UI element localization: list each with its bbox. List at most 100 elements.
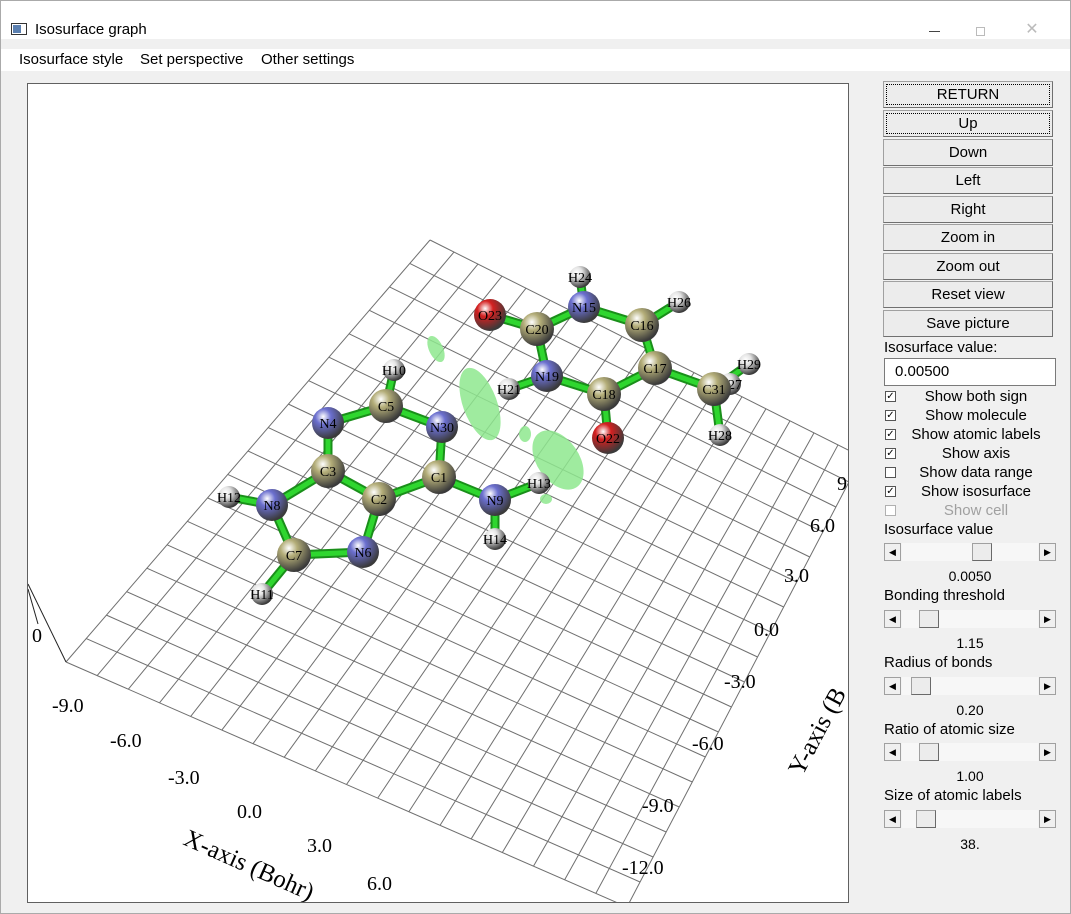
atom-sphere [311, 454, 345, 488]
slider-track[interactable] [902, 543, 1038, 561]
checkbox-show-cell: Show cell [884, 502, 1056, 521]
arrow-right-icon[interactable]: ▶ [1039, 610, 1056, 628]
reset-view-button[interactable]: Reset view [883, 281, 1053, 308]
atom-c31: C31 [697, 372, 731, 406]
minimize-button[interactable] [911, 15, 957, 45]
atom-c1: C1 [422, 460, 456, 494]
grid-line [369, 309, 824, 533]
arrow-right-icon[interactable]: ▶ [1039, 677, 1056, 695]
atom-h10: H10 [382, 359, 406, 381]
slider-track[interactable] [902, 677, 1038, 695]
arrow-left-icon[interactable]: ◀ [884, 677, 901, 695]
grid-line [629, 482, 848, 902]
atom-label: H24 [568, 271, 592, 286]
arrow-left-icon[interactable]: ◀ [884, 810, 901, 828]
atom-c2: C2 [362, 482, 396, 516]
atom-sphere [347, 536, 379, 568]
checkbox-show-isosurface[interactable]: ✓ Show isosurface [884, 483, 1056, 502]
checkbox-label: Show isosurface [920, 483, 1032, 500]
checkbox-box: ✓ [885, 391, 896, 402]
atom-label: C20 [525, 323, 548, 338]
save-picture-button[interactable]: Save picture [883, 310, 1053, 337]
zoom-out-button[interactable]: Zoom out [883, 253, 1053, 280]
atom-sphere [697, 372, 731, 406]
slider-thumb[interactable] [919, 743, 940, 761]
checkbox-box: ✓ [885, 429, 896, 440]
atom-sphere [362, 482, 396, 516]
arrow-left-icon[interactable]: ◀ [884, 610, 901, 628]
atom-c7: C7 [277, 538, 311, 572]
return-button[interactable]: RETURN [883, 81, 1053, 108]
grid-line [409, 262, 848, 483]
checkbox-show-data-range[interactable]: Show data range [884, 464, 1056, 483]
checkbox-show-atomic-labels[interactable]: ✓ Show atomic labels [884, 426, 1056, 445]
atom-sphere [738, 353, 760, 375]
x-tick-label: 6.0 [367, 873, 392, 895]
checkbox-box [885, 467, 896, 478]
isovalue-input[interactable]: 0.00500 [884, 358, 1056, 386]
slider-value-bonding-threshold: 1.15 [956, 635, 984, 651]
slider-track[interactable] [902, 610, 1038, 628]
arrow-left-icon[interactable]: ◀ [884, 743, 901, 761]
slider-ratio-of-atomic-size[interactable]: ◀ ▶ [884, 743, 1056, 761]
slider-track[interactable] [902, 743, 1038, 761]
arrow-right-icon[interactable]: ▶ [1039, 810, 1056, 828]
arrow-left-icon[interactable]: ◀ [884, 543, 901, 561]
slider-thumb[interactable] [919, 610, 940, 628]
right-button[interactable]: Right [883, 196, 1053, 223]
checkbox-show-axis[interactable]: ✓ Show axis [884, 445, 1056, 464]
down-button[interactable]: Down [883, 139, 1053, 166]
y-tick-label: 3.0 [784, 565, 809, 587]
menu-other-settings[interactable]: Other settings [261, 51, 355, 68]
menu-set-perspective[interactable]: Set perspective [140, 51, 244, 68]
arrow-right-icon[interactable]: ▶ [1039, 543, 1056, 561]
slider-isovalue[interactable]: ◀ ▶ [884, 543, 1056, 561]
x-tick-label: -6.0 [110, 730, 142, 752]
atom-h11: H11 [250, 583, 274, 605]
molecule-scene: -9.0 -6.0 -3.0 0.0 3.0 6.0 -12.0 -9.0 -6.0 -3.0 0.… [28, 239, 848, 902]
atom-n8: N8 [256, 489, 288, 521]
atom-sphere [422, 460, 456, 494]
zoom-in-button[interactable]: Zoom in [883, 224, 1053, 251]
atom-label: H10 [382, 364, 406, 379]
arrow-right-icon[interactable]: ▶ [1039, 743, 1056, 761]
checkbox-show-both-sign[interactable]: ✓ Show both sign [884, 388, 1056, 407]
checkbox-label: Show data range [919, 464, 1033, 481]
slider-size-of-atomic-labels[interactable]: ◀ ▶ [884, 810, 1056, 828]
slider-radius-of-bonds[interactable]: ◀ ▶ [884, 677, 1056, 695]
atom-label: C7 [286, 549, 302, 564]
menu-isosurface-style[interactable]: Isosurface style [19, 51, 124, 68]
slider-bonding-threshold[interactable]: ◀ ▶ [884, 610, 1056, 628]
slider-track[interactable] [902, 810, 1038, 828]
atom-c3: C3 [311, 454, 345, 488]
3d-viewport[interactable]: -9.0 -6.0 -3.0 0.0 3.0 6.0 -12.0 -9.0 -6.0 -3.0 0.… [27, 83, 849, 903]
checkbox-label: Show axis [941, 445, 1011, 462]
y-tick-label: 6.0 [810, 515, 835, 537]
atom-label: H21 [497, 383, 521, 398]
atom-label: N6 [354, 546, 371, 561]
checkbox-show-molecule[interactable]: ✓ Show molecule [884, 407, 1056, 426]
atom-n4: N4 [312, 407, 344, 439]
atom-sphere [474, 299, 506, 331]
x-tick-label: -3.0 [168, 767, 200, 789]
atom-sphere [479, 484, 511, 516]
y-tick-label: -6.0 [692, 733, 724, 755]
z-axis-line [28, 583, 67, 663]
up-button[interactable]: Up [883, 110, 1053, 137]
isovalue-label: Isosurface value: [884, 339, 998, 356]
left-button[interactable]: Left [883, 167, 1053, 194]
atom-sphere [312, 407, 344, 439]
slider-thumb[interactable] [915, 810, 936, 828]
slider-thumb[interactable] [911, 677, 932, 695]
atom-sphere [668, 291, 690, 313]
atom-c18: C18 [587, 377, 621, 411]
maximize-icon [975, 26, 985, 36]
atom-sphere [625, 308, 659, 342]
checkbox-label: Show molecule [925, 407, 1027, 424]
slider-thumb[interactable] [971, 543, 992, 561]
slider-label-bonding-threshold: Bonding threshold [884, 587, 1005, 604]
atom-h24: H24 [568, 266, 592, 288]
y-axis-label: Y-axis (B [783, 683, 848, 780]
slider-label-size-of-atomic-labels: Size of atomic labels [884, 787, 1022, 804]
